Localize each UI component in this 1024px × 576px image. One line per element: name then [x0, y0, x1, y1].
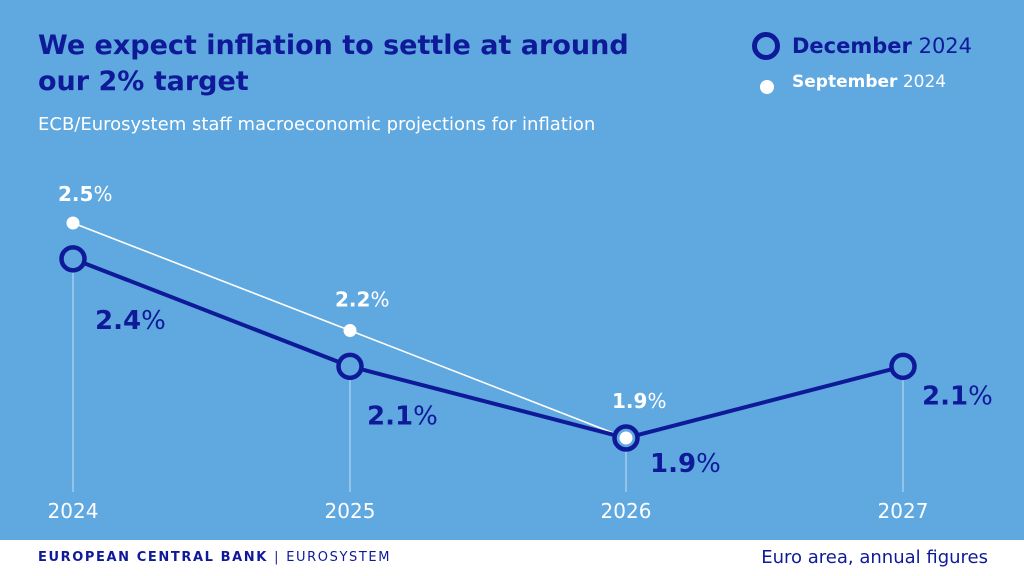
- brand-divider: |: [274, 550, 281, 565]
- label-december-2024: 2.4%: [95, 306, 166, 336]
- point-december-2024: [59, 245, 87, 273]
- legend-september-label: September 2024: [792, 72, 946, 92]
- legend-september-month: September: [792, 72, 898, 92]
- label-september-2026: 1.9%: [612, 389, 666, 413]
- legend-september-year: 2024: [902, 72, 947, 92]
- point-september-2024: [66, 216, 80, 230]
- line-chart: 2.5% 2.2% 1.9% 2.4% 2.1% 1.9% 2.1% 2024 2025 2026…: [48, 182, 993, 523]
- point-september-2025: [343, 324, 357, 337]
- chart-panel: We expect inflation to settle at around …: [38, 30, 993, 523]
- label-september-2024: 2.5%: [58, 182, 112, 206]
- x-tick-2025: 2025: [325, 499, 376, 523]
- label-december-2027: 2.1%: [922, 381, 993, 411]
- footer-note: Euro area, annual figures: [761, 547, 988, 568]
- x-tick-2024: 2024: [48, 499, 99, 523]
- point-september-2026: [619, 431, 633, 445]
- footer: EUROPEAN CENTRAL BANK | EUROSYSTEM Euro …: [0, 540, 1024, 576]
- chart-title: We expect inflation to settle at around …: [38, 30, 629, 97]
- x-tick-2027: 2027: [878, 499, 929, 523]
- label-september-2025: 2.2%: [335, 288, 389, 312]
- x-tick-2026: 2026: [601, 499, 652, 523]
- legend-december-label: December 2024: [792, 34, 972, 58]
- legend-december-year: 2024: [918, 34, 973, 58]
- series-line-december: [72, 256, 904, 441]
- point-december-2025: [336, 352, 364, 381]
- point-december-2027: [889, 352, 917, 381]
- chart-subtitle: ECB/Eurosystem staff macroeconomic proje…: [38, 114, 596, 135]
- footer-brand: EUROPEAN CENTRAL BANK | EUROSYSTEM: [38, 550, 391, 565]
- brand-sub: EUROSYSTEM: [286, 550, 392, 565]
- label-december-2026: 1.9%: [650, 449, 721, 479]
- brand-name: EUROPEAN CENTRAL BANK: [38, 550, 268, 565]
- legend-december-month: December: [792, 34, 912, 58]
- label-december-2025: 2.1%: [367, 401, 438, 431]
- legend-september-marker: [760, 80, 774, 94]
- legend-december-marker: [752, 32, 780, 60]
